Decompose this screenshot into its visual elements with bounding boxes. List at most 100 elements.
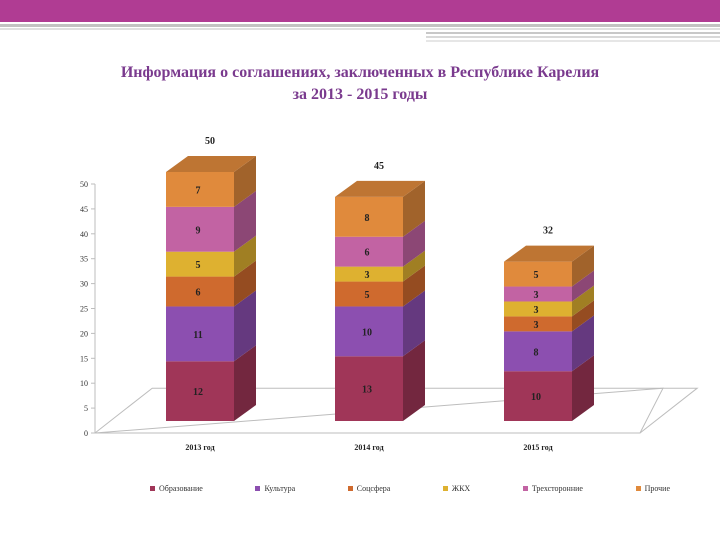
- bar-value-label: 6: [365, 248, 370, 259]
- bar-total-label: 45: [374, 161, 384, 172]
- legend-item: Прочие: [635, 481, 670, 495]
- bar-top-face: [335, 180, 425, 197]
- y-tick-label: 35: [80, 255, 88, 264]
- y-tick-label: 45: [80, 205, 88, 214]
- bar-value-label: 10: [531, 392, 541, 403]
- bar-segment: [166, 206, 234, 252]
- legend-label: Трехсторонние: [531, 483, 583, 493]
- bar-segment: [166, 361, 234, 421]
- bar-total-label: 32: [543, 226, 553, 237]
- y-tick-label: 30: [80, 280, 88, 289]
- bar-segment: [166, 306, 234, 362]
- bar-segment: [166, 251, 234, 277]
- chart-legend: Образование Культура Соцсфера ЖКХ Трехсторон…: [150, 481, 670, 495]
- title-line-2: за 2013 - 2015 годы: [292, 86, 428, 103]
- bar-value-label: 5: [534, 270, 539, 281]
- legend-item: Трехсторонние: [522, 481, 583, 495]
- bar-value-label: 3: [534, 290, 539, 301]
- bar-segment: [504, 261, 572, 287]
- x-category-label: 2013 год: [185, 443, 214, 452]
- bar-segment-side: [403, 250, 425, 282]
- bar-segment-side: [572, 315, 594, 372]
- y-tick-label: 20: [80, 329, 88, 338]
- bar-segment: [504, 331, 572, 372]
- decor-stripe: [426, 40, 720, 42]
- legend-swatch: [635, 485, 641, 491]
- decor-stripe: [426, 36, 720, 38]
- bar-segment-side: [234, 290, 256, 362]
- bar-value-label: 8: [534, 347, 539, 358]
- bar-segment: [504, 316, 572, 332]
- y-tick-label: 10: [80, 379, 88, 388]
- legend-label: Культура: [264, 483, 296, 493]
- bar-segment: [166, 276, 234, 307]
- bar-total-label: 50: [205, 136, 215, 147]
- bar-segment: [335, 356, 403, 421]
- bar-value-label: 5: [196, 260, 201, 271]
- bar-value-label: 9: [196, 225, 201, 236]
- bar-value-label: 3: [534, 320, 539, 331]
- bar-top-face: [166, 156, 256, 172]
- y-tick-label: 15: [80, 354, 88, 363]
- bar-segment-side: [234, 190, 256, 252]
- legend-item: Соцсфера: [347, 481, 391, 495]
- bar-segment-side: [572, 355, 594, 421]
- bar-segment-side: [572, 285, 594, 317]
- bar-segment: [335, 306, 403, 357]
- bar-value-label: 8: [365, 213, 370, 224]
- legend-label: Прочие: [644, 483, 670, 493]
- bar-segment-side: [572, 270, 594, 302]
- legend-item: Образование: [150, 481, 203, 495]
- decor-stripe: [0, 24, 720, 27]
- top-accent-bar: [0, 0, 720, 22]
- bar-segment: [335, 196, 403, 237]
- bar-segment: [166, 172, 234, 207]
- y-tick-label: 50: [80, 180, 88, 189]
- bar-segment: [335, 266, 403, 282]
- bar-segment-side: [403, 290, 425, 357]
- legend-label: ЖКХ: [451, 483, 471, 493]
- bar-value-label: 6: [196, 288, 201, 299]
- bar-segment: [504, 286, 572, 302]
- bar-segment-side: [572, 300, 594, 332]
- legend-swatch: [255, 485, 261, 491]
- bar-value-label: 13: [362, 385, 372, 396]
- y-tick-label: 5: [84, 404, 88, 413]
- legend-label: Образование: [159, 483, 203, 493]
- bar-segment-side: [234, 156, 256, 207]
- bar-top-face: [504, 245, 594, 262]
- bar-segment: [335, 236, 403, 267]
- bar-value-label: 3: [534, 305, 539, 316]
- legend-label: Соцсфера: [356, 483, 391, 493]
- legend-swatch: [442, 485, 448, 491]
- legend-item: ЖКХ: [442, 481, 471, 495]
- bar-segment-side: [403, 265, 425, 307]
- bar-value-label: 7: [196, 185, 201, 196]
- decor-stripe: [426, 32, 720, 34]
- bar-segment: [504, 301, 572, 317]
- bar-segment-side: [234, 235, 256, 277]
- bar-segment-side: [572, 245, 594, 287]
- y-tick-label: 25: [80, 305, 88, 314]
- y-tick-label: 0: [84, 429, 88, 438]
- x-category-label: 2015 год: [523, 443, 552, 452]
- bar-segment: [504, 371, 572, 421]
- bar-value-label: 5: [365, 290, 370, 301]
- bar-segment-side: [234, 345, 256, 421]
- bar-segment-side: [403, 340, 425, 421]
- bar-value-label: 10: [362, 327, 372, 338]
- title-line-1: Информация о соглашениях, заключенных в …: [120, 64, 600, 81]
- bar-segment-side: [234, 260, 256, 307]
- legend-swatch: [150, 485, 155, 491]
- slide-title: Информация о соглашениях, заключенных в …: [40, 62, 680, 106]
- bar-value-label: 3: [365, 270, 370, 281]
- bar-segment-side: [403, 220, 425, 267]
- legend-swatch: [522, 485, 528, 491]
- bar-segment-side: [403, 180, 425, 237]
- y-tick-label: 40: [80, 230, 88, 239]
- legend-swatch: [347, 485, 353, 491]
- bar-value-label: 12: [193, 387, 203, 398]
- bar-value-label: 11: [193, 330, 202, 341]
- x-category-label: 2014 год: [354, 443, 383, 452]
